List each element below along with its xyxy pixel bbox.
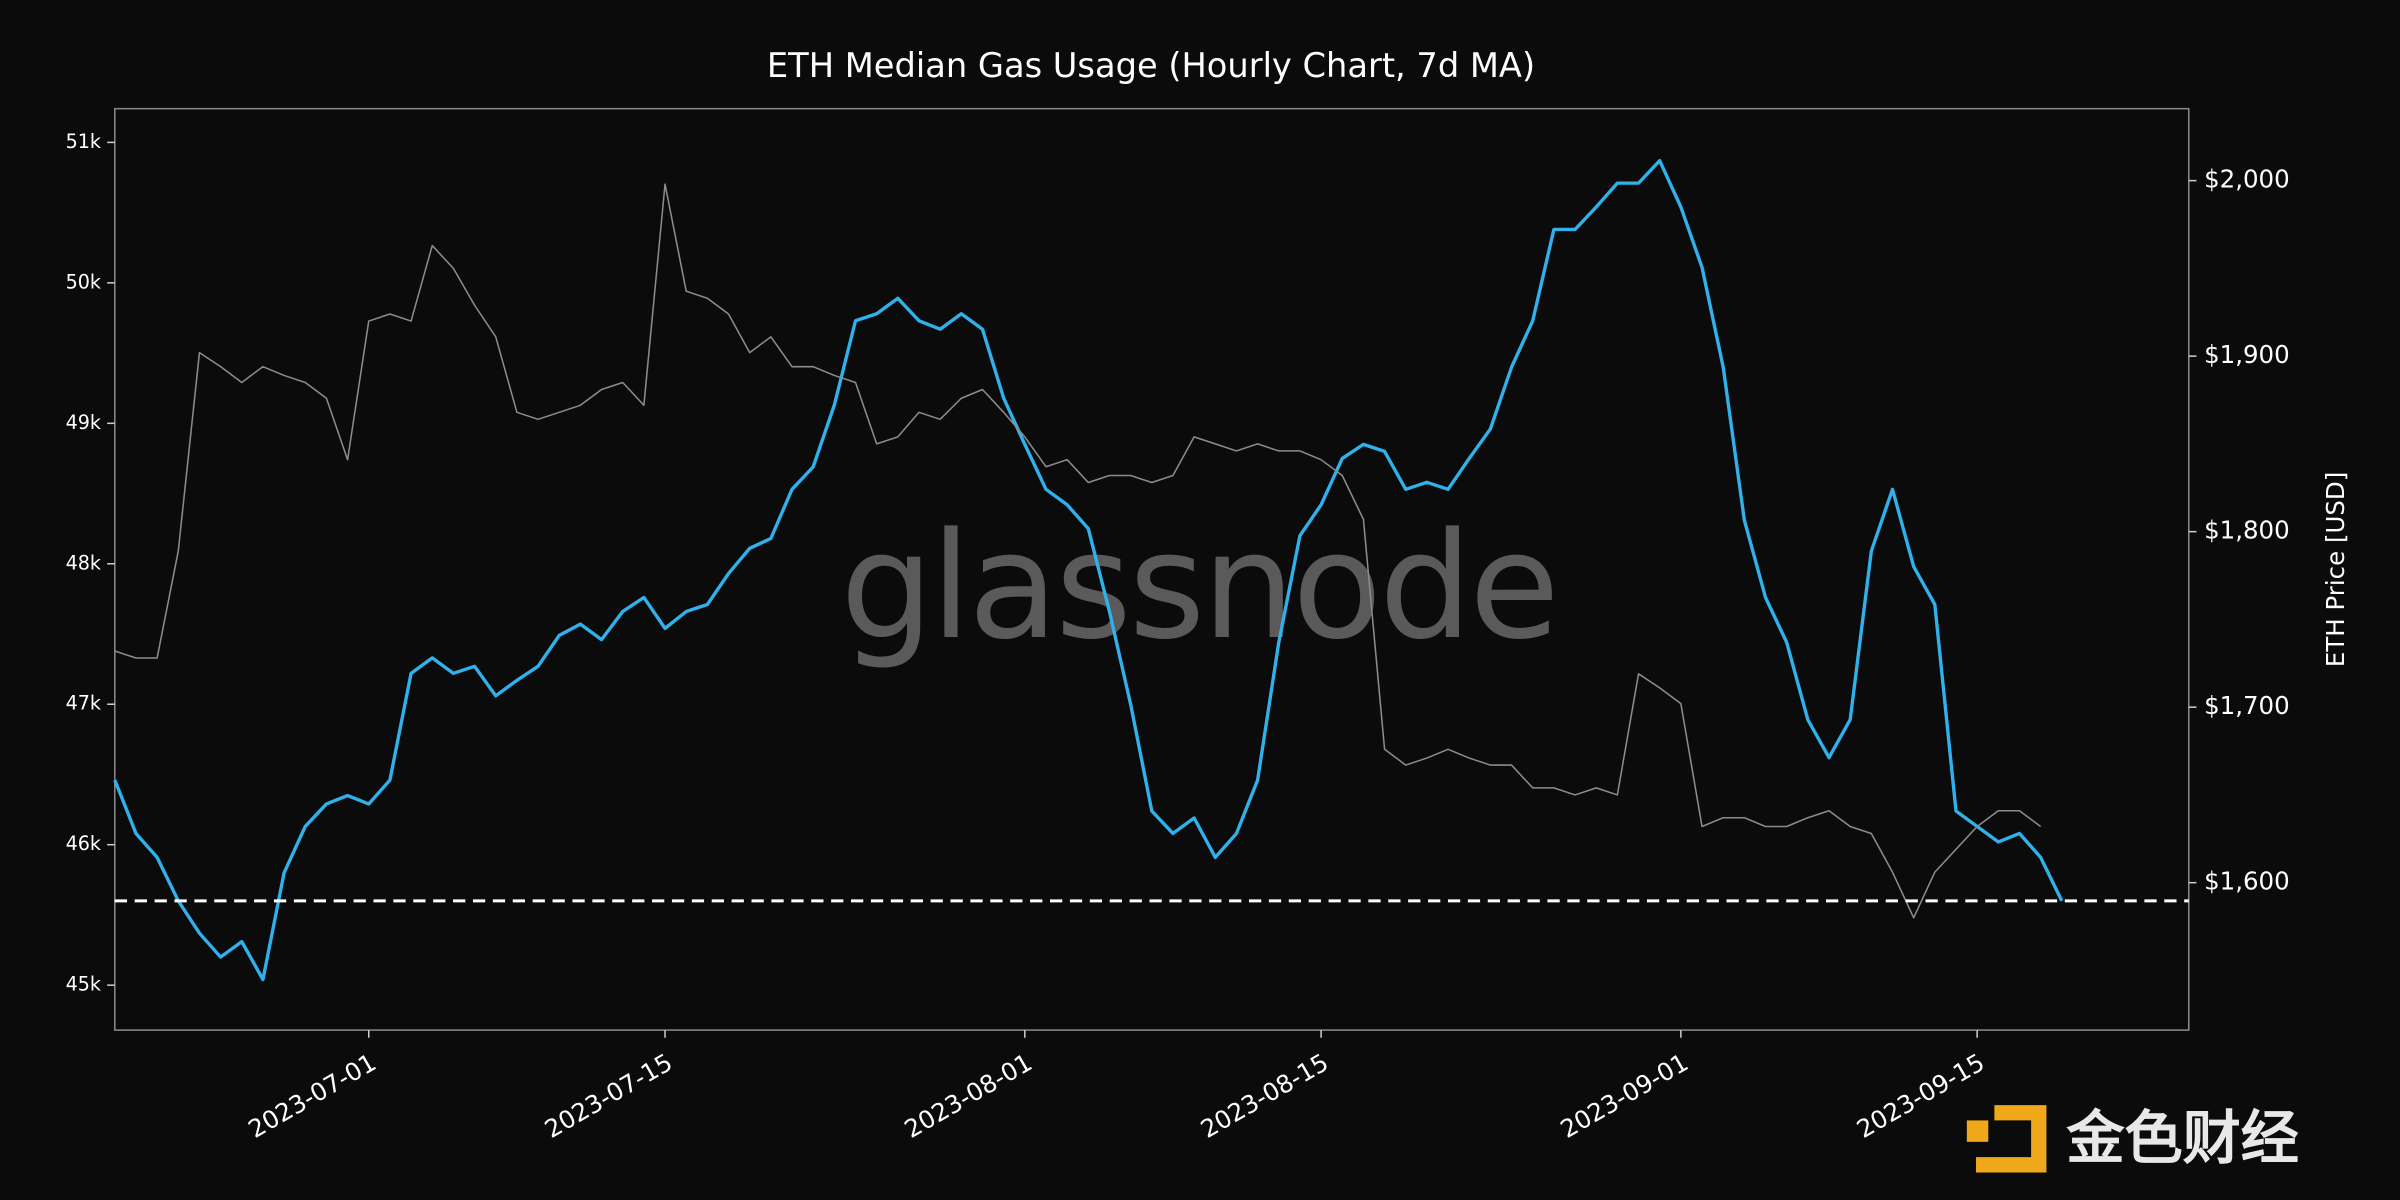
y-tick-label: 46k (66, 832, 102, 855)
y-tick-label: 47k (66, 692, 102, 715)
y2-tick-label: $1,600 (2204, 867, 2290, 896)
y2-tick-label: $1,700 (2204, 691, 2290, 720)
gas-line (113, 158, 2064, 982)
y-tick-label: 51k (66, 130, 102, 153)
logo-icon (1966, 1120, 1989, 1142)
logo-icon (1976, 1105, 2047, 1173)
y-tick-label: 49k (66, 411, 102, 434)
plot-frame (114, 107, 2190, 1031)
y-tick-label: 48k (66, 551, 102, 574)
y-tick-label: 50k (66, 270, 102, 293)
chart-title: ETH Median Gas Usage (Hourly Chart, 7d M… (767, 46, 1535, 85)
price-line (114, 183, 2042, 919)
logo: 金色财经 (1966, 1104, 2299, 1173)
y2-tick-label: $1,800 (2204, 516, 2290, 545)
y-tick-label: 45k (66, 973, 102, 996)
y2-tick-label: $2,000 (2204, 165, 2290, 194)
y2-tick-label: $1,900 (2204, 340, 2290, 369)
logo-text: 金色财经 (2066, 1104, 2299, 1172)
y2-axis-label: ETH Price [USD] (2321, 472, 2350, 667)
watermark: glassnode (840, 501, 1556, 672)
